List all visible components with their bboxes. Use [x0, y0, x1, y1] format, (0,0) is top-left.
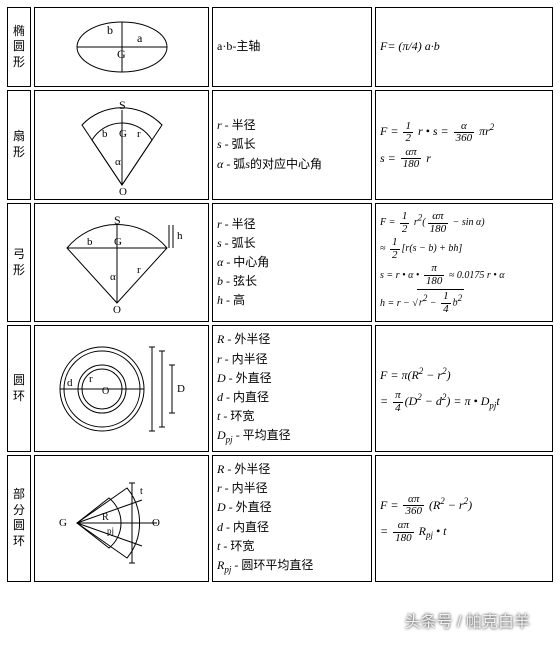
- diagram-cell: S b G r α O h: [34, 203, 209, 322]
- formula-cell: F = π(R2 − r2)= π4(D2 − d2) = π • Dpjt: [375, 325, 553, 452]
- svg-text:b: b: [107, 23, 113, 37]
- svg-text:O: O: [102, 386, 109, 397]
- shape-name-char: 分: [12, 503, 26, 519]
- svg-text:G: G: [59, 517, 67, 529]
- geometry-formula-table: 椭圆形 b a G a·b-主轴F= (π/4) a·b扇形 S b G r α…: [4, 4, 556, 585]
- diagram-cell: S b G r α O: [34, 90, 209, 200]
- shape-name-cell: 弓形: [7, 203, 31, 322]
- legend-line: a·b-主轴: [217, 37, 367, 56]
- shape-name-char: 形: [12, 145, 26, 161]
- legend-line: s - 弧长: [217, 234, 367, 253]
- svg-text:r: r: [137, 128, 141, 140]
- svg-text:α: α: [115, 156, 121, 168]
- legend-line: d - 内直径: [217, 518, 367, 537]
- svg-text:O: O: [113, 304, 121, 313]
- legend-line: r - 内半径: [217, 479, 367, 498]
- formula-line: F = 12 r2(απ180 − sin α): [380, 210, 548, 235]
- legend-line: α - 弧s的对应中心角: [217, 155, 367, 174]
- formula-line: s = r • α • π180 ≈ 0.0175 r • α: [380, 263, 548, 287]
- legend-line: Dpj - 平均直径: [217, 426, 367, 447]
- table-row: 弓形 S b G r α O h r - 半径s - 弧长α - 中心角b - …: [7, 203, 553, 322]
- diagram-cell: b a G: [34, 7, 209, 87]
- svg-text:b: b: [87, 236, 93, 248]
- legend-line: s - 弧长: [217, 135, 367, 154]
- shape-name-char: 形: [12, 263, 26, 279]
- svg-text:R: R: [102, 512, 109, 523]
- legend-line: Rpj - 圆环平均直径: [217, 556, 367, 577]
- legend-line: R - 外半径: [217, 330, 367, 349]
- shape-name-char: 环: [12, 534, 26, 550]
- legend-line: b - 弦长: [217, 272, 367, 291]
- svg-text:h: h: [177, 230, 183, 242]
- legend-line: r - 内半径: [217, 350, 367, 369]
- formula-cell: F = 12 r • s = α360 πr2 s = απ180 r: [375, 90, 553, 200]
- legend-line: h - 高: [217, 291, 367, 310]
- formula-line: F= (π/4) a·b: [380, 36, 548, 58]
- shape-name-cell: 椭圆形: [7, 7, 31, 87]
- formula-line: ≈ 12[r(s − b) + bh]: [380, 237, 548, 261]
- legend-cell: R - 外半径r - 内半径D - 外直径d - 内直径t - 环宽Dpj - …: [212, 325, 372, 452]
- svg-text:G: G: [117, 47, 126, 61]
- legend-line: t - 环宽: [217, 407, 367, 426]
- table-row: 部分圆环 G O R pj t R - 外半径r - 内半径D - 外直径d -…: [7, 455, 553, 582]
- legend-line: α - 中心角: [217, 253, 367, 272]
- formula-line: F = απ360 (R2 − r2): [380, 493, 548, 518]
- shape-name-char: 形: [12, 55, 26, 71]
- svg-text:r: r: [89, 373, 93, 385]
- formula-line: F = 12 r • s = α360 πr2: [380, 119, 548, 144]
- shape-name-char: 椭: [12, 24, 26, 40]
- svg-text:O: O: [119, 186, 127, 195]
- diagram-cell: G O R pj t: [34, 455, 209, 582]
- shape-name-char: 弓: [12, 247, 26, 263]
- formula-line: s = απ180 r: [380, 147, 548, 171]
- legend-cell: R - 外半径r - 内半径D - 外直径d - 内直径t - 环宽Rpj - …: [212, 455, 372, 582]
- shape-name-char: 部: [12, 487, 26, 503]
- svg-text:D: D: [177, 383, 185, 395]
- svg-text:pj: pj: [107, 526, 114, 536]
- svg-text:G: G: [114, 236, 122, 248]
- svg-text:α: α: [110, 271, 116, 283]
- shape-name-char: 圆: [12, 373, 26, 389]
- formula-cell: F= (π/4) a·b: [375, 7, 553, 87]
- legend-line: t - 环宽: [217, 537, 367, 556]
- table-row: 椭圆形 b a G a·b-主轴 F= (π/4) a·b: [7, 7, 553, 87]
- table-row: 圆环 d r O D R - 外半径r - 内半径D - 外直径d - 内直径t…: [7, 325, 553, 452]
- legend-line: r - 半径: [217, 116, 367, 135]
- formula-line: = π4(D2 − d2) = π • Dpjt: [380, 389, 548, 414]
- formula-line: F = π(R2 − r2): [380, 363, 548, 387]
- shape-name-char: 圆: [12, 518, 26, 534]
- svg-text:O: O: [152, 517, 160, 529]
- legend-cell: r - 半径s - 弧长α - 弧s的对应中心角: [212, 90, 372, 200]
- legend-line: R - 外半径: [217, 460, 367, 479]
- shape-name-char: 扇: [12, 129, 26, 145]
- table-row: 扇形 S b G r α O r - 半径s - 弧长α - 弧s的对应中心角F…: [7, 90, 553, 200]
- shape-name-cell: 圆环: [7, 325, 31, 452]
- legend-cell: a·b-主轴: [212, 7, 372, 87]
- legend-line: r - 半径: [217, 215, 367, 234]
- formula-cell: F = απ360 (R2 − r2)= απ180 Rpj • t: [375, 455, 553, 582]
- svg-text:G: G: [119, 128, 127, 140]
- legend-line: D - 外直径: [217, 498, 367, 517]
- svg-text:d: d: [67, 377, 73, 389]
- svg-text:S: S: [114, 213, 121, 227]
- shape-name-cell: 扇形: [7, 90, 31, 200]
- legend-line: D - 外直径: [217, 369, 367, 388]
- shape-name-char: 圆: [12, 39, 26, 55]
- formula-line: h = r − √r2 − 14b2: [380, 289, 548, 315]
- watermark: 头条号 / 帕克白羊: [405, 608, 530, 632]
- formula-line: = απ180 Rpj • t: [380, 520, 548, 544]
- legend-line: d - 内直径: [217, 388, 367, 407]
- svg-text:b: b: [102, 128, 108, 140]
- shape-name-char: 环: [12, 389, 26, 405]
- svg-text:r: r: [137, 264, 141, 276]
- shape-name-cell: 部分圆环: [7, 455, 31, 582]
- diagram-cell: d r O D: [34, 325, 209, 452]
- svg-text:a: a: [137, 31, 143, 45]
- legend-cell: r - 半径s - 弧长α - 中心角b - 弦长h - 高: [212, 203, 372, 322]
- svg-text:t: t: [140, 486, 143, 497]
- svg-text:S: S: [119, 98, 126, 112]
- formula-cell: F = 12 r2(απ180 − sin α)≈ 12[r(s − b) + …: [375, 203, 553, 322]
